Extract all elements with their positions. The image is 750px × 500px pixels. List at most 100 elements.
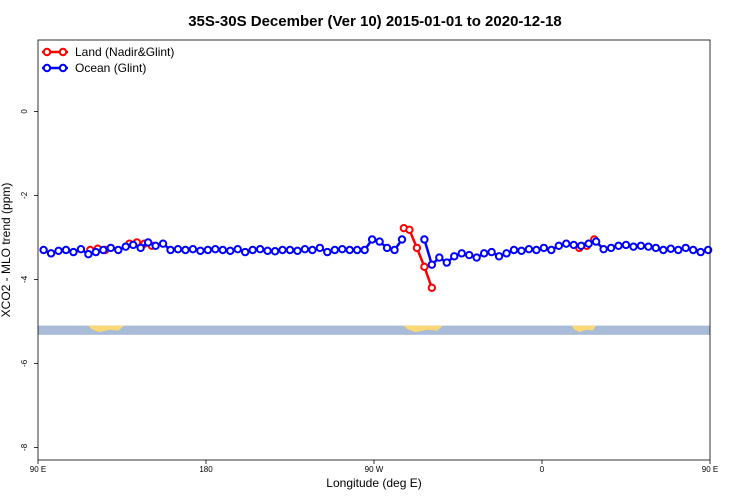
data-point — [539, 243, 549, 253]
x-tick-label: 90 E — [702, 465, 718, 474]
data-point — [54, 246, 63, 256]
data-point — [114, 245, 123, 255]
legend-marker — [42, 47, 52, 57]
data-point — [636, 241, 646, 251]
data-point — [629, 242, 638, 251]
data-point — [203, 245, 213, 255]
x-tick-label: 0 — [540, 465, 545, 474]
land-span — [571, 325, 597, 333]
data-point — [420, 235, 429, 244]
data-point — [181, 245, 190, 255]
data-point — [76, 244, 86, 254]
data-point — [390, 245, 399, 255]
data-point — [218, 245, 228, 255]
data-point — [360, 245, 369, 255]
data-point — [397, 235, 407, 244]
data-point — [509, 245, 519, 255]
land-span — [403, 325, 444, 333]
x-tick-label: 90 E — [30, 465, 46, 474]
data-point — [674, 245, 683, 255]
data-point — [465, 250, 474, 260]
legend-marker — [58, 47, 68, 57]
y-tick-label: 0 — [20, 109, 29, 114]
y-tick-label: -4 — [20, 275, 29, 283]
land-span — [88, 325, 124, 333]
data-point — [226, 246, 235, 256]
data-point — [129, 240, 138, 250]
data-point — [659, 245, 668, 255]
data-point — [211, 244, 220, 254]
data-point — [255, 244, 265, 254]
data-point — [382, 243, 392, 253]
data-point — [472, 253, 481, 262]
data-point — [330, 245, 339, 255]
x-tick-label: 180 — [199, 465, 213, 474]
data-point — [651, 243, 661, 253]
legend-label: Land (Nadir&Glint) — [75, 45, 174, 59]
data-point — [46, 249, 56, 258]
land-ocean-mask — [38, 325, 710, 335]
data-point — [427, 283, 437, 292]
data-point — [353, 245, 362, 255]
data-point — [375, 237, 384, 246]
data-point — [61, 245, 71, 255]
y-tick-label: -2 — [20, 191, 29, 199]
legend-label: Ocean (Glint) — [75, 61, 146, 75]
data-point — [270, 247, 280, 256]
data-point — [308, 245, 317, 255]
data-point — [405, 225, 414, 235]
data-point — [412, 243, 422, 253]
data-point — [614, 241, 623, 251]
data-point — [532, 245, 541, 255]
data-point — [577, 241, 586, 251]
legend-item-ocean: Ocean (Glint) — [42, 61, 146, 75]
data-point — [457, 249, 466, 258]
y-tick-label: -6 — [20, 359, 29, 367]
series-land — [86, 223, 599, 292]
data-point — [241, 247, 250, 257]
data-point — [494, 252, 504, 261]
data-point — [99, 245, 108, 255]
data-point — [39, 245, 48, 255]
data-point — [435, 253, 444, 262]
ocean-strip — [38, 325, 710, 335]
y-tick-label: -8 — [20, 443, 29, 451]
data-point — [293, 246, 302, 256]
data-point — [285, 245, 295, 255]
data-point — [681, 243, 690, 253]
data-point — [562, 239, 571, 248]
data-point — [569, 240, 578, 250]
data-point — [517, 246, 526, 256]
data-point — [69, 247, 78, 257]
data-point — [84, 250, 93, 259]
data-point — [584, 239, 593, 248]
data-point — [143, 238, 153, 247]
data-point — [479, 249, 489, 258]
legend: Land (Nadir&Glint) Ocean (Glint) — [42, 45, 174, 75]
data-point — [248, 245, 257, 255]
data-point — [233, 244, 242, 254]
data-point — [300, 244, 310, 254]
data-point — [696, 247, 705, 257]
data-point — [427, 260, 437, 269]
data-point — [263, 246, 272, 256]
data-point — [591, 237, 601, 246]
data-point — [345, 245, 354, 255]
data-point — [420, 262, 429, 271]
chart-title: 35S-30S December (Ver 10) 2015-01-01 to … — [188, 13, 562, 30]
x-axis-label: Longitude (deg E) — [326, 476, 421, 490]
y-axis-label: XCO2 - MLO trend (ppm) — [0, 183, 13, 318]
data-point — [166, 245, 175, 255]
data-point — [606, 243, 616, 253]
data-point — [121, 242, 130, 251]
x-tick-label: 90 W — [365, 465, 384, 474]
legend-marker — [42, 63, 52, 73]
data-point — [442, 258, 451, 267]
data-point — [666, 244, 675, 253]
legend-item-land: Land (Nadir&Glint) — [42, 45, 174, 59]
data-point — [91, 247, 101, 257]
data-point — [338, 244, 347, 254]
data-point — [621, 240, 631, 250]
data-point — [554, 241, 563, 251]
